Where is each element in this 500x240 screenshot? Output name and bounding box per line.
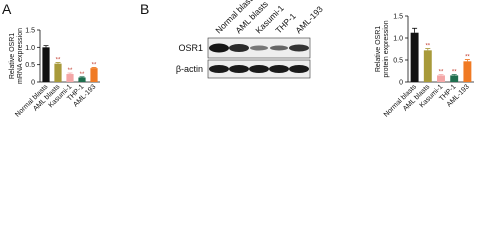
error-bar (55, 62, 61, 64)
panel-label: B (140, 1, 149, 17)
bar (90, 68, 98, 82)
y-tick-label: 1.0 (393, 36, 403, 43)
y-tick-label: 0.5 (393, 58, 403, 65)
error-bar (451, 74, 457, 76)
y-axis-label: Relative OSR1 (375, 26, 382, 72)
error-bar (79, 76, 85, 78)
y-tick-label: 1.5 (25, 28, 35, 35)
blot-row-label: OSR1 (178, 43, 203, 53)
significance: ** (465, 55, 470, 61)
bar (54, 63, 62, 82)
significance: ** (80, 72, 85, 78)
y-tick-label: 0.5 (25, 62, 35, 69)
band (209, 43, 229, 53)
bar (42, 47, 50, 82)
band (209, 65, 229, 73)
band (229, 44, 249, 52)
y-axis-label: mRNA expression (17, 28, 24, 84)
band (250, 45, 268, 51)
band (289, 44, 309, 52)
error-bar (464, 59, 470, 62)
y-axis-label: Relative OSR1 (9, 33, 16, 79)
bar (463, 61, 472, 82)
error-bar (67, 72, 73, 75)
band (229, 65, 249, 73)
band (270, 45, 288, 51)
bar (66, 74, 74, 82)
significance: ** (92, 62, 97, 68)
y-tick-label: 1.0 (25, 45, 35, 52)
blot-row-label: β-actin (176, 64, 203, 74)
band (269, 65, 289, 73)
y-tick-label: 0 (31, 80, 35, 87)
blot-panel: OSR1 β-actin (176, 37, 311, 79)
y-axis-label: protein expression (383, 20, 390, 77)
error-bar (91, 67, 97, 69)
significance: ** (425, 44, 430, 50)
bar (437, 75, 445, 82)
significance: ** (68, 68, 73, 74)
bar (410, 32, 419, 82)
band (249, 65, 269, 73)
error-bar (43, 45, 49, 48)
error-bar (438, 74, 444, 76)
y-tick-label: 1.5 (393, 14, 403, 21)
bar (423, 50, 432, 82)
y-tick-label: 0 (399, 80, 403, 87)
significance: ** (56, 58, 61, 64)
bar (78, 77, 86, 82)
bar (450, 75, 459, 82)
error-bar (425, 48, 431, 51)
panel-label: A (2, 1, 12, 17)
error-bar (412, 27, 418, 33)
lane-label: AML-193 (293, 4, 325, 36)
significance: ** (452, 70, 457, 76)
significance: ** (439, 70, 444, 76)
band (289, 65, 309, 73)
